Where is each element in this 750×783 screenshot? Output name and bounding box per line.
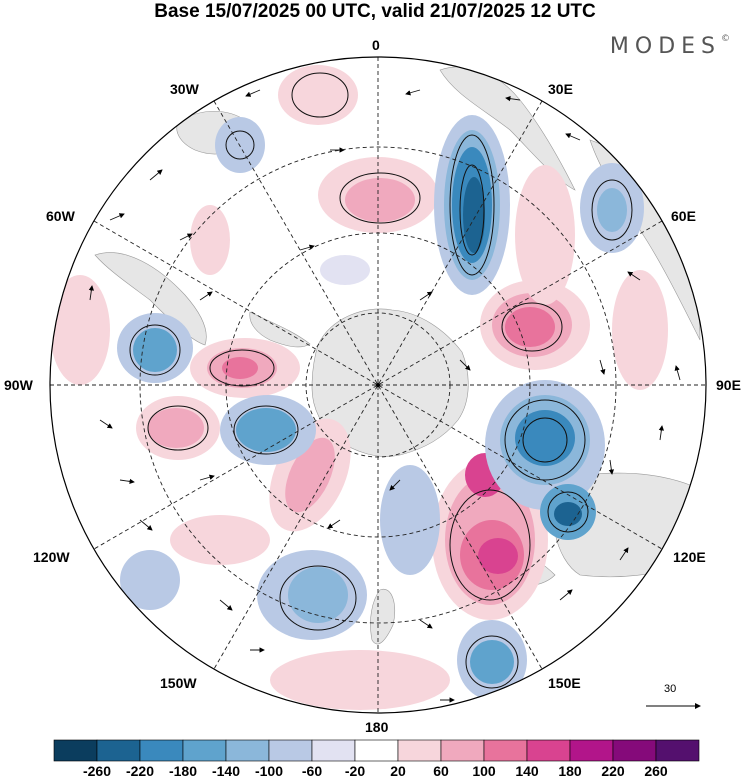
colorbar-swatch bbox=[440, 739, 485, 762]
colorbar-tick-label: 260 bbox=[644, 763, 668, 779]
colorbar-swatch bbox=[612, 739, 657, 762]
colorbar-swatch bbox=[311, 739, 356, 762]
colorbar-tick-label: -260 bbox=[82, 763, 112, 779]
lon-label-180: 180 bbox=[365, 719, 389, 735]
colorbar-tick-label: -20 bbox=[344, 763, 366, 779]
lon-label-120e: 120E bbox=[673, 549, 706, 565]
colorbar bbox=[53, 739, 700, 762]
colorbar-swatch bbox=[139, 739, 184, 762]
colorbar-swatch bbox=[397, 739, 442, 762]
colorbar-tick-label: -220 bbox=[125, 763, 155, 779]
graticule bbox=[50, 57, 706, 713]
lon-label-150w: 150W bbox=[160, 675, 197, 691]
map-field bbox=[50, 57, 706, 713]
lon-label-150e: 150E bbox=[548, 675, 581, 691]
brand-name: MODES bbox=[609, 34, 721, 59]
colorbar-swatch bbox=[526, 739, 571, 762]
colorbar-swatch bbox=[483, 739, 528, 762]
colorbar-tick-label: -60 bbox=[301, 763, 323, 779]
colorbar-tick-label: 180 bbox=[558, 763, 582, 779]
colorbar-swatch bbox=[225, 739, 270, 762]
colorbar-tick-label: 220 bbox=[601, 763, 625, 779]
streamlines bbox=[129, 72, 633, 689]
lon-label-90e: 90E bbox=[716, 377, 741, 393]
colorbar-tick-label: -100 bbox=[254, 763, 284, 779]
brand-logo: MODES© bbox=[610, 34, 730, 59]
reference-vector-label: 30 bbox=[664, 683, 677, 695]
map-border bbox=[49, 56, 707, 714]
colorbar-tick-label: 20 bbox=[390, 763, 406, 779]
colorbar-swatch bbox=[53, 739, 98, 762]
colorbar-tick-label: -140 bbox=[211, 763, 241, 779]
colorbar-swatch bbox=[354, 739, 399, 762]
lon-label-60w: 60W bbox=[46, 208, 75, 224]
lon-label-30w: 30W bbox=[170, 81, 199, 97]
colorbar-swatch bbox=[569, 739, 614, 762]
lon-label-90w: 90W bbox=[4, 377, 33, 393]
colorbar-swatch bbox=[268, 739, 313, 762]
colorbar-tick-label: -180 bbox=[168, 763, 198, 779]
lon-label-0: 0 bbox=[372, 37, 380, 53]
colorbar-tick-label: 60 bbox=[433, 763, 449, 779]
brand-mark: © bbox=[721, 34, 730, 44]
colorbar-swatch bbox=[96, 739, 141, 762]
colorbar-tick-label: 140 bbox=[515, 763, 539, 779]
colorbar-tick-label: 100 bbox=[472, 763, 496, 779]
colorbar-swatch bbox=[655, 739, 700, 762]
south-pole-marker bbox=[376, 383, 380, 387]
wind-vectors bbox=[88, 89, 681, 703]
lon-label-120w: 120W bbox=[33, 549, 70, 565]
lon-label-60e: 60E bbox=[671, 208, 696, 224]
lon-label-30e: 30E bbox=[548, 81, 573, 97]
chart-title: Base 15/07/2025 00 UTC, valid 21/07/2025… bbox=[154, 1, 596, 22]
colorbar-swatch bbox=[182, 739, 227, 762]
